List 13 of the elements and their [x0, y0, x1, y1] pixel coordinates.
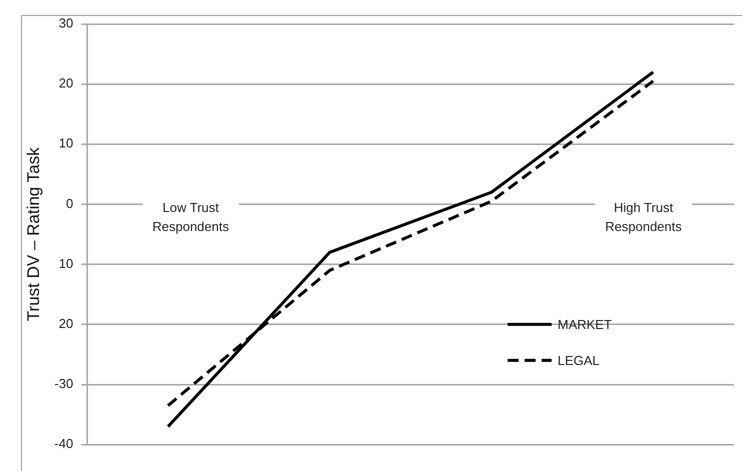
- y-tick-label: -30: [54, 376, 74, 392]
- y-axis-title: Trust DV – Rating Task: [24, 146, 43, 322]
- y-tick-label: 20: [58, 316, 74, 332]
- annotation: High Trust Respondents: [605, 200, 682, 234]
- legend-label: LEGAL: [558, 353, 600, 368]
- annotation: Low Trust Respondents: [152, 200, 230, 234]
- y-tick-label: 0: [66, 196, 74, 211]
- y-tick-label: 10: [58, 256, 74, 271]
- legend-label: MARKET: [558, 317, 612, 332]
- y-tick-label: 20: [58, 76, 74, 91]
- y-tick-label: -40: [54, 436, 74, 452]
- y-tick-label: 10: [58, 136, 74, 151]
- y-tick-label: 30: [58, 16, 74, 31]
